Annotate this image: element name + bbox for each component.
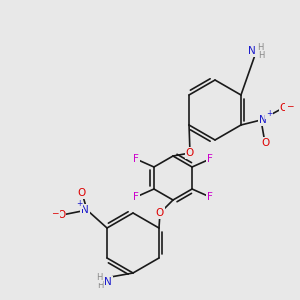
Text: +: +: [266, 110, 272, 118]
Text: H: H: [96, 274, 102, 283]
Text: F: F: [133, 192, 139, 202]
Text: O: O: [186, 148, 194, 158]
Text: F: F: [133, 154, 139, 164]
Text: F: F: [207, 154, 213, 164]
Text: O: O: [78, 188, 86, 198]
Text: +: +: [76, 200, 82, 208]
Text: O: O: [261, 138, 269, 148]
Text: O: O: [156, 208, 164, 218]
Text: F: F: [207, 192, 213, 202]
Text: H: H: [258, 50, 264, 59]
Text: −: −: [286, 101, 294, 110]
Text: O: O: [280, 103, 288, 113]
Text: N: N: [259, 115, 267, 125]
Text: O: O: [57, 210, 65, 220]
Text: N: N: [248, 46, 256, 56]
Text: −: −: [51, 208, 59, 217]
Text: N: N: [104, 277, 112, 287]
Text: N: N: [81, 205, 89, 215]
Text: H: H: [97, 281, 103, 290]
Text: H: H: [257, 43, 263, 52]
